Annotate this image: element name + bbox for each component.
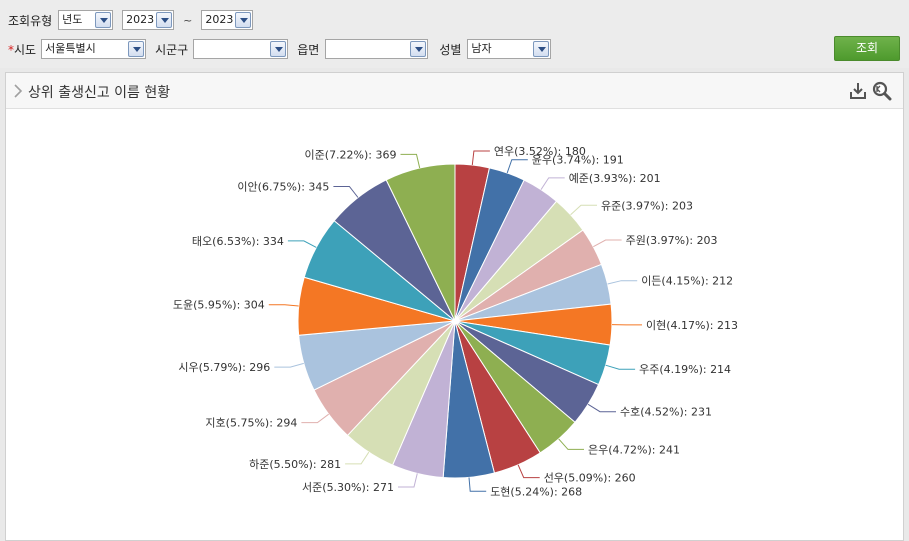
chevron-down-icon bbox=[128, 41, 145, 57]
filter-bar: 조회유형 년도 2023 ~ 2023 *시도 서울특별시 시군구 읍면 bbox=[0, 0, 909, 68]
range-separator: ~ bbox=[183, 13, 193, 27]
eupmyeon-label: 읍면 bbox=[297, 42, 320, 57]
filter-row-region: *시도 서울특별시 시군구 읍면 성별 남자 bbox=[8, 38, 552, 60]
download-icon[interactable] bbox=[849, 81, 867, 101]
year-to-select[interactable]: 2023 bbox=[201, 10, 254, 30]
period-type-label: 조회유형 bbox=[8, 13, 53, 28]
chart-panel: 상위 출생신고 이름 현황 bbox=[5, 72, 904, 541]
gender-label: 성별 bbox=[439, 42, 462, 57]
search-button[interactable]: 조회 bbox=[834, 36, 900, 61]
sigungu-select[interactable] bbox=[193, 39, 289, 59]
zoom-icon[interactable] bbox=[872, 81, 892, 101]
chevron-down-icon bbox=[533, 41, 550, 57]
chevron-down-icon bbox=[270, 41, 287, 57]
chevron-down-icon bbox=[95, 12, 112, 28]
eupmyeon-select[interactable] bbox=[325, 39, 429, 59]
panel-header: 상위 출생신고 이름 현황 bbox=[6, 73, 903, 109]
period-type-select[interactable]: 년도 bbox=[58, 10, 114, 30]
sido-label: *시도 bbox=[8, 41, 36, 58]
period-type-value: 년도 bbox=[62, 13, 83, 26]
sido-label-text: 시도 bbox=[14, 42, 37, 57]
year-from-value: 2023 bbox=[126, 13, 155, 26]
chevron-down-icon bbox=[410, 41, 427, 57]
year-to-value: 2023 bbox=[205, 13, 234, 26]
gender-select[interactable]: 남자 bbox=[467, 39, 552, 59]
chevron-right-icon bbox=[14, 84, 23, 98]
panel-title: 상위 출생신고 이름 현황 bbox=[28, 85, 171, 101]
gender-value: 남자 bbox=[471, 42, 492, 55]
sido-value: 서울특별시 bbox=[45, 42, 96, 55]
filter-row-period: 조회유형 년도 2023 ~ 2023 bbox=[8, 9, 254, 31]
sido-select[interactable]: 서울특별시 bbox=[41, 39, 147, 59]
year-from-select[interactable]: 2023 bbox=[122, 10, 175, 30]
sigungu-label: 시군구 bbox=[155, 42, 189, 57]
required-mark: * bbox=[8, 42, 14, 57]
chevron-down-icon bbox=[235, 12, 252, 28]
chevron-down-icon bbox=[156, 12, 173, 28]
